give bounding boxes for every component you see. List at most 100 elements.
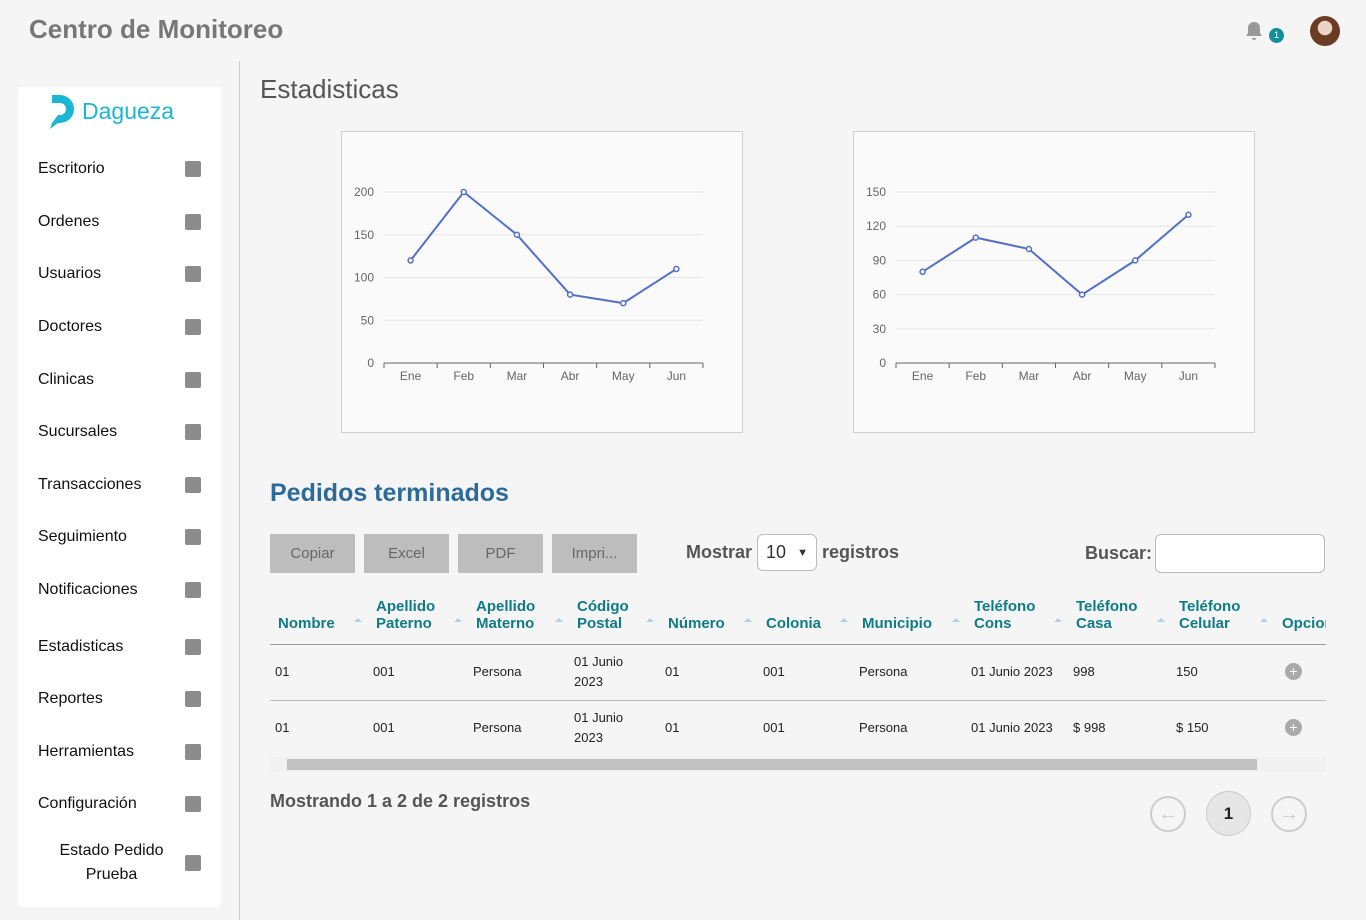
search: Buscar: [1085,534,1326,573]
menu-item[interactable]: Seguimiento [18,511,221,564]
scrollbar[interactable] [270,757,1326,772]
table-cell: 001 [758,700,854,756]
table-cell: 001 [368,700,468,756]
y-tick-label: 120 [866,219,886,233]
table-cell: $ 998 [1068,700,1171,756]
menu-label: Ordenes [38,212,100,230]
menu-label: Sucursales [38,423,118,441]
add-button[interactable]: + [1285,719,1302,736]
add-button[interactable]: + [1285,663,1302,680]
y-tick-label: 60 [873,288,887,302]
point [1132,257,1139,264]
export-button[interactable]: Impri... [552,534,637,573]
chart: 0 30 60 90 120 150 Ene Feb Mar Abr May Jun [866,185,1216,383]
menu-item[interactable]: Configuración [18,778,221,831]
menu-icon [185,266,201,283]
y-tick-label: 0 [367,356,374,370]
sidebar: Dagueza Escritorio Ordenes Usuarios Doctore… [18,87,221,907]
caret: ▼ [797,546,809,559]
menu-item[interactable]: Notificaciones [18,564,221,617]
menu-label: Transacciones [38,475,142,493]
page-size-select[interactable]: 10 ▼ [757,534,818,571]
table-cell: 01 [270,700,368,756]
column-header[interactable]: Municipio [854,580,966,645]
table-cell: Persona [854,700,966,756]
menu-item[interactable]: Herramientas [18,726,221,779]
point [513,231,521,238]
menu: Escritorio Ordenes Usuarios Doctores Clinica… [18,143,221,895]
menu-item[interactable]: Usuarios [18,248,221,301]
table-summary: Mostrando 1 a 2 de 2 registros [270,791,531,811]
divider [239,61,240,920]
table-cell: 150 [1171,644,1274,701]
search-input[interactable] [1155,534,1326,573]
table-cell: 01 [270,644,368,701]
column-header[interactable]: Apellido Materno [468,580,569,645]
menu-item[interactable]: Estado Pedido Prueba [18,831,221,895]
column-header[interactable]: Apellido Paterno [368,580,468,645]
menu-item[interactable]: Estadisticas [18,620,221,673]
menu-label: Clinicas [38,370,95,388]
menu-icon [185,424,201,441]
point [566,291,574,298]
table-cell: 001 [368,644,468,701]
show-label: Mostrar [686,542,753,562]
menu-label: Doctores [38,318,103,336]
logo: Dagueza [48,91,174,131]
table-cell: 01 Junio 2023 [569,644,660,701]
column-header[interactable]: Teléfono Celular [1171,580,1274,645]
table-cell: 01 Junio 2023 [966,700,1068,756]
y-tick-label: 50 [361,313,375,327]
menu-icon [185,371,201,388]
options-cell: + [1274,700,1326,756]
menu-icon [185,743,201,760]
menu-item[interactable]: Transacciones [18,459,221,512]
x-tick-label: Abr [1073,369,1092,383]
page-size: 10 [766,542,787,562]
table-cell: Persona [468,644,569,701]
prev-page[interactable]: ← [1150,796,1186,832]
export-button[interactable]: PDF [458,534,543,573]
export-button[interactable]: Copiar [270,534,355,573]
table-cell: 001 [758,644,854,701]
menu-item[interactable]: Ordenes [18,196,221,249]
y-tick-label: 90 [873,253,887,267]
page-title: Estadisticas [260,74,399,104]
user-avatar[interactable] [1310,16,1340,46]
column-header[interactable]: Opciones [1274,580,1326,645]
chart-card: 0 50 100 150 200 Ene Feb Mar Abr May Jun [341,131,743,433]
export-button[interactable]: Excel [364,534,449,573]
menu-item[interactable]: Clinicas [18,353,221,406]
scroll-thumb[interactable] [287,759,1257,770]
column-header[interactable]: Código Postal [569,580,660,645]
menu-icon [185,213,201,230]
y-tick-label: 200 [354,185,374,199]
menu-item[interactable]: Doctores [18,301,221,354]
menu-item[interactable]: Reportes [18,673,221,726]
column-header[interactable]: Teléfono Cons [966,580,1068,645]
table-cell: 01 [660,644,758,701]
notifications-bell[interactable] [1244,20,1264,42]
menu-icon [185,529,201,546]
logo-icon [50,95,74,129]
current-page[interactable]: 1 [1206,791,1251,836]
menu-label: Reportes [38,690,103,708]
page-length: Mostrar 10 ▼ registros [686,534,899,571]
column-header[interactable]: Colonia [758,580,854,645]
column-header[interactable]: Nombre [270,580,368,645]
export-buttons: Copiar Excel PDF Impri... [270,534,637,573]
column-header[interactable]: Teléfono Casa [1068,580,1171,645]
menu-item[interactable]: Sucursales [18,406,221,459]
point [1078,291,1086,298]
logo-text: Dagueza [82,97,175,124]
point [972,234,979,241]
table-cell: 998 [1068,644,1171,701]
next-page[interactable]: → [1271,796,1307,832]
menu-item[interactable]: Escritorio [18,143,221,196]
menu-icon [185,161,201,178]
table-container: Nombre Apellido Paterno Apellido Materno Có… [270,580,1326,756]
column-header[interactable]: Número [660,580,758,645]
point [673,265,680,273]
menu-icon [185,638,201,655]
table-row: 01 001 Persona 01 Junio 2023 01 001 Persona 01 … [270,644,1326,701]
